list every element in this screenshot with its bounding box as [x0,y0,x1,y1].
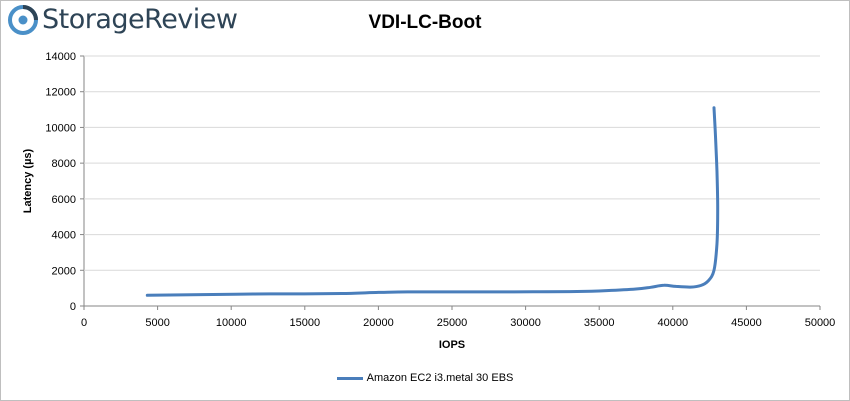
x-tick-label: 10000 [216,317,247,329]
x-tick-label: 30000 [510,317,541,329]
x-axis-label: IOPS [439,339,465,351]
y-tick-label: 4000 [52,230,76,242]
x-tick-label: 5000 [145,317,169,329]
y-axis-label: Latency (µs) [22,148,34,213]
x-tick-label: 0 [81,317,87,329]
x-tick-label: 45000 [731,317,762,329]
series-lines [145,106,720,297]
brand-name: StorageReview [42,4,238,35]
x-tick-label: 25000 [437,317,468,329]
series-line [145,106,720,297]
y-tick-labels: 0 2000 4000 6000 8000 10000 12000 14000 [45,51,84,313]
y-tick-label: 0 [70,301,76,313]
x-tick-label: 20000 [363,317,394,329]
storagereview-logo-icon [8,4,38,35]
brand-logo: StorageReview [8,4,238,35]
legend: Amazon EC2 i3.metal 30 EBS [0,372,850,384]
x-tick-labels: 0 5000 10000 15000 20000 25000 30000 35000 40000… [81,306,835,329]
y-tick-label: 6000 [52,194,76,206]
gridlines [84,55,820,271]
legend-label: Amazon EC2 i3.metal 30 EBS [366,372,514,384]
x-tick-label: 50000 [805,317,836,329]
y-tick-label: 2000 [52,265,76,277]
y-tick-label: 12000 [45,87,76,99]
chart-title: VDI-LC-Boot [368,12,482,33]
x-tick-label: 15000 [290,317,321,329]
x-tick-label: 40000 [658,317,689,329]
x-tick-label: 35000 [584,317,615,329]
y-tick-label: 8000 [52,158,76,170]
legend-swatch [336,376,363,380]
y-tick-label: 10000 [45,122,76,134]
y-tick-label: 14000 [45,51,76,63]
